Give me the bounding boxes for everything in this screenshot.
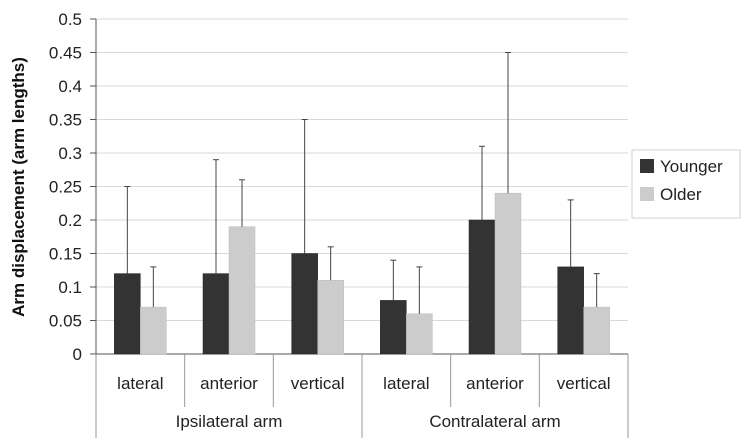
bar-younger — [557, 266, 584, 355]
legend: Younger Older — [631, 149, 741, 219]
bar-younger — [291, 253, 318, 355]
y-tick-label: 0.4 — [58, 77, 82, 96]
x-axis: lateral anterior vertical lateral anterior ve… — [95, 354, 629, 438]
y-axis-label: Arm displacement (arm lengths) — [9, 57, 28, 317]
group-label: Contralateral arm — [429, 412, 560, 431]
bar-older — [317, 280, 344, 355]
group-label: Ipsilateral arm — [176, 412, 283, 431]
bars — [114, 192, 610, 355]
y-tick-label: 0.5 — [58, 10, 82, 29]
y-tick-label: 0.15 — [49, 245, 82, 264]
y-tick-label: 0.25 — [49, 178, 82, 197]
category-label: anterior — [466, 374, 524, 393]
error-bars — [124, 52, 600, 314]
category-label: anterior — [200, 374, 258, 393]
bar-older — [140, 306, 167, 355]
bar-younger — [202, 273, 230, 355]
bar-younger — [380, 300, 407, 355]
y-tick-label: 0.45 — [49, 44, 82, 63]
legend-label-younger: Younger — [660, 157, 723, 176]
legend-label-older: Older — [660, 185, 702, 204]
y-tick-label: 0 — [73, 345, 82, 364]
bar-older — [494, 192, 522, 355]
bar-older — [228, 226, 256, 355]
category-label: lateral — [117, 374, 163, 393]
bar-older — [406, 313, 433, 355]
bar-younger — [468, 219, 496, 355]
category-label: lateral — [383, 374, 429, 393]
legend-swatch-older — [640, 187, 654, 201]
y-tick-label: 0.05 — [49, 312, 82, 331]
legend-swatch-younger — [640, 159, 654, 173]
bar-younger — [114, 273, 141, 355]
bar-older — [583, 306, 610, 355]
y-tick-label: 0.35 — [49, 111, 82, 130]
y-axis-ticks: 0 0.05 0.1 0.15 0.2 0.25 0.3 0.35 0.4 0.45 0.5 — [49, 10, 97, 364]
category-label: vertical — [291, 374, 345, 393]
y-tick-label: 0.1 — [58, 278, 82, 297]
gridlines — [96, 18, 628, 355]
y-tick-label: 0.3 — [58, 144, 82, 163]
y-tick-label: 0.2 — [58, 211, 82, 230]
category-label: vertical — [557, 374, 611, 393]
